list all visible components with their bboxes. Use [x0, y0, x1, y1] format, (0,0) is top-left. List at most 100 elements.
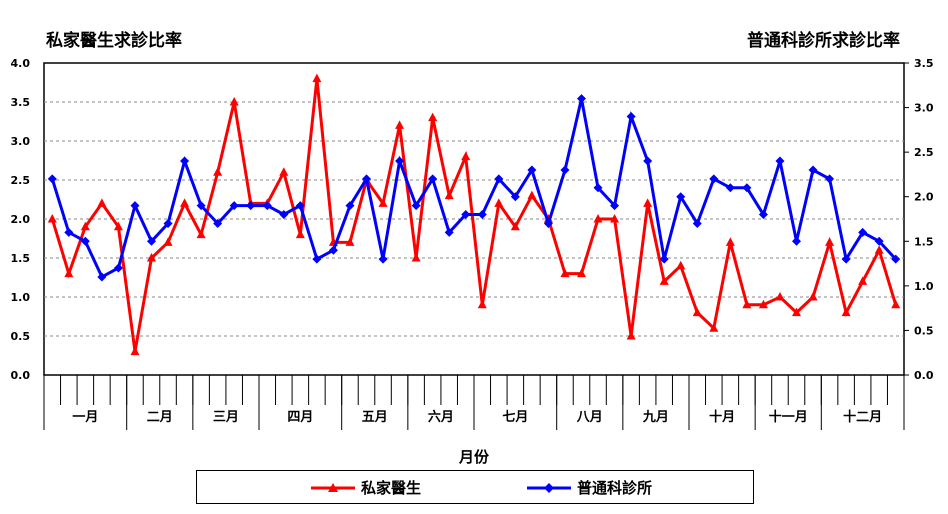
data-point-gp-clinic: [891, 254, 901, 264]
right-axis-title: 普通科診所求診比率: [747, 31, 900, 51]
data-point-gp-clinic: [130, 201, 140, 211]
data-point-gp-clinic: [676, 192, 686, 202]
data-point-gp-clinic: [758, 210, 768, 220]
data-point-private-doctor: [378, 198, 388, 207]
data-point-gp-clinic: [874, 236, 884, 246]
data-point-gp-clinic: [593, 183, 603, 193]
right-tick-label: 0.0: [914, 369, 934, 382]
data-point-private-doctor: [345, 237, 355, 246]
data-point-gp-clinic: [213, 218, 223, 228]
left-tick-label: 3.5: [11, 96, 31, 109]
data-point-gp-clinic: [147, 236, 156, 246]
data-point-private-doctor: [64, 268, 74, 278]
data-point-gp-clinic: [295, 201, 305, 211]
month-label: 一月: [72, 410, 98, 425]
series-line-gp-clinic: [50, 98, 897, 279]
right-tick-label: 3.0: [914, 102, 934, 115]
data-point-private-doctor: [213, 167, 223, 176]
data-point-private-doctor: [725, 237, 735, 246]
month-label: 十一月: [769, 409, 808, 425]
data-point-private-doctor: [643, 198, 653, 207]
data-point-gp-clinic: [246, 201, 256, 211]
month-label: 九月: [642, 410, 669, 425]
data-point-private-doctor: [742, 299, 752, 309]
data-point-gp-clinic: [775, 156, 785, 166]
legend-label-gp-clinic: 普通科診所: [577, 479, 653, 497]
legend-swatch-private-doctor: [311, 482, 355, 492]
data-point-private-doctor: [825, 237, 835, 246]
series-line-private-doctor: [50, 78, 898, 352]
data-point-gp-clinic: [494, 174, 504, 184]
data-point-gp-clinic: [262, 201, 272, 211]
legend-swatch-gp-clinic: [527, 482, 571, 493]
data-point-gp-clinic: [279, 210, 289, 220]
data-point-private-doctor: [775, 292, 785, 301]
data-point-gp-clinic: [577, 94, 586, 104]
data-point-gp-clinic: [858, 227, 868, 237]
data-point-private-doctor: [692, 307, 702, 317]
data-point-private-doctor: [758, 299, 768, 309]
data-point-private-doctor: [577, 268, 586, 278]
data-point-gp-clinic: [725, 183, 735, 193]
data-point-private-doctor: [163, 237, 173, 246]
data-point-private-doctor: [808, 292, 818, 301]
data-point-gp-clinic: [163, 218, 173, 228]
data-point-gp-clinic: [395, 156, 405, 166]
data-point-gp-clinic: [312, 254, 322, 264]
data-point-private-doctor: [395, 120, 405, 129]
data-point-private-doctor: [80, 221, 90, 231]
data-point-private-doctor: [610, 214, 620, 223]
legend-item-private-doctor: 私家醫生: [311, 477, 421, 498]
data-point-private-doctor: [428, 112, 438, 122]
data-point-private-doctor: [891, 299, 901, 309]
data-point-gp-clinic: [97, 272, 107, 282]
data-point-private-doctor: [229, 97, 239, 106]
x-axis-label: 月份: [458, 448, 489, 466]
left-tick-label: 0.5: [11, 330, 31, 343]
month-label: 二月: [147, 410, 173, 425]
data-point-private-doctor: [841, 307, 851, 317]
month-label: 八月: [576, 410, 603, 425]
data-point-gp-clinic: [709, 174, 719, 184]
data-point-private-doctor: [659, 276, 669, 285]
data-point-gp-clinic: [792, 236, 801, 246]
left-tick-label: 2.5: [11, 174, 31, 187]
data-point-gp-clinic: [362, 174, 371, 184]
data-point-gp-clinic: [477, 210, 487, 220]
data-point-gp-clinic: [461, 210, 471, 220]
data-point-private-doctor: [593, 214, 603, 223]
right-tick-label: 2.5: [914, 146, 934, 159]
data-point-gp-clinic: [47, 174, 57, 184]
data-point-private-doctor: [527, 190, 537, 200]
data-point-private-doctor: [676, 260, 686, 270]
data-point-gp-clinic: [328, 245, 338, 255]
data-point-private-doctor: [494, 198, 504, 207]
month-label: 七月: [502, 410, 528, 425]
right-tick-label: 0.5: [914, 324, 934, 337]
data-point-private-doctor: [626, 331, 636, 340]
data-point-private-doctor: [444, 190, 454, 200]
data-point-private-doctor: [510, 221, 520, 231]
data-point-private-doctor: [279, 167, 289, 176]
legend-item-gp-clinic: 普通科診所: [527, 477, 652, 498]
left-tick-label: 4.0: [11, 57, 31, 70]
month-label: 三月: [213, 410, 239, 425]
data-point-private-doctor: [97, 198, 107, 207]
data-point-private-doctor: [312, 73, 322, 83]
data-point-private-doctor: [113, 221, 123, 231]
left-tick-label: 1.0: [11, 291, 31, 304]
right-tick-label: 1.5: [914, 235, 934, 248]
left-tick-label: 3.0: [11, 135, 31, 148]
data-point-gp-clinic: [543, 218, 553, 228]
data-point-gp-clinic: [180, 156, 190, 166]
data-point-gp-clinic: [742, 183, 752, 193]
data-point-gp-clinic: [345, 201, 355, 211]
data-point-gp-clinic: [411, 201, 421, 211]
left-tick-label: 1.5: [11, 252, 31, 265]
data-point-gp-clinic: [64, 227, 74, 237]
data-point-gp-clinic: [808, 165, 818, 175]
month-label: 四月: [287, 410, 313, 425]
data-point-gp-clinic: [643, 156, 653, 166]
month-label: 十二月: [843, 409, 882, 425]
